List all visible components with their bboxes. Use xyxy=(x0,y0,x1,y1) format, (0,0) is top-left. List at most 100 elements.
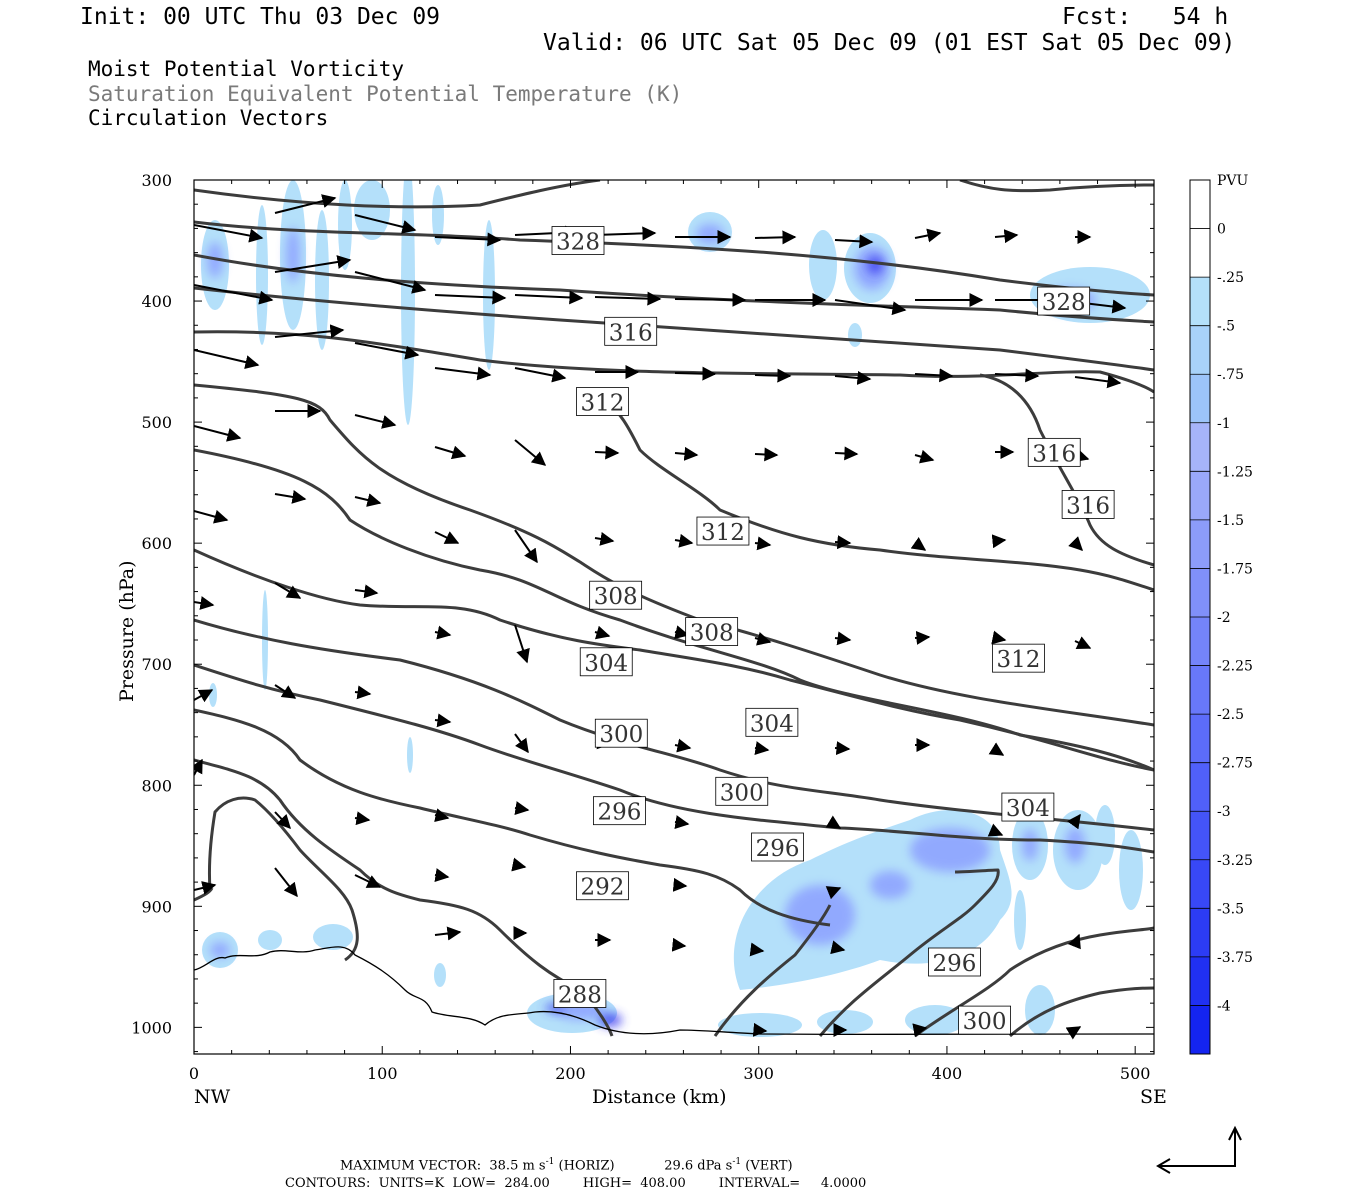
colorbar-label: -3.5 xyxy=(1217,901,1244,917)
colorbar-label: -1.75 xyxy=(1217,561,1253,577)
colorbar-segment xyxy=(1190,859,1210,909)
contour-label-text: 308 xyxy=(594,584,638,610)
contour-label-box xyxy=(551,226,605,255)
colorbar-label: 0 xyxy=(1217,222,1226,238)
colorbar-label: -2.75 xyxy=(1217,756,1253,772)
colorbar-label: -1.25 xyxy=(1217,464,1253,480)
y-tick-label: 900 xyxy=(141,897,172,916)
contour-label-box xyxy=(594,718,648,748)
colorbar-segment xyxy=(1190,422,1210,472)
contour-label-box xyxy=(745,707,799,737)
plot-frame xyxy=(193,179,1155,1055)
x-tick-label: 300 xyxy=(743,1064,774,1083)
contour-label: 296 xyxy=(593,796,646,826)
contour-label-text: 292 xyxy=(581,875,625,901)
contour-label: 304 xyxy=(579,647,633,677)
vert-unit: (VERT) xyxy=(745,1158,793,1174)
colorbar-segment xyxy=(1190,714,1210,763)
contour-label-box xyxy=(553,979,607,1008)
contour-label-text: 304 xyxy=(584,651,628,677)
y-tick-label: 500 xyxy=(141,413,172,432)
colorbar-label: -.75 xyxy=(1217,367,1244,383)
init-time: Init: 00 UTC Thu 03 Dec 09 xyxy=(80,4,441,30)
contour-label-text: 308 xyxy=(690,621,734,647)
horiz-exponent: -1 xyxy=(545,1157,555,1167)
max-vector-label: MAXIMUM VECTOR: xyxy=(340,1158,482,1174)
contour-label-text: 304 xyxy=(1006,796,1050,822)
colorbar-label: -2.5 xyxy=(1217,707,1244,723)
contour-labels: 328 328 316 312 316 316 312 308 308 312 304 300 304 3… xyxy=(551,226,1115,1035)
colorbar-label: -1 xyxy=(1217,416,1231,432)
colorbar-segment xyxy=(1190,956,1210,1006)
contour-label-text: 300 xyxy=(599,722,643,748)
contour-label-text: 328 xyxy=(556,230,600,256)
colorbar-segment xyxy=(1190,617,1210,666)
horiz-value: 38.5 m s xyxy=(489,1158,546,1174)
contour-label: 296 xyxy=(751,832,804,862)
contour-label-text: 316 xyxy=(609,320,653,346)
contour-label-text: 312 xyxy=(997,647,1041,673)
valid-time: Valid: 06 UTC Sat 05 Dec 09 (01 EST Sat … xyxy=(543,30,1236,56)
colorbar-unit: PVU xyxy=(1217,173,1249,189)
contour-label-box xyxy=(576,871,629,901)
contour-label: 296 xyxy=(928,947,981,977)
contour-label: 300 xyxy=(958,1005,1011,1035)
contour-label-box xyxy=(579,647,633,677)
y-tick-label: 700 xyxy=(141,655,172,674)
x-tick-label: 500 xyxy=(1120,1064,1151,1083)
contour-label-box xyxy=(696,516,750,546)
contour-label-box xyxy=(1001,792,1055,822)
colorbar-label: -.25 xyxy=(1217,270,1244,286)
contour-label-box xyxy=(751,832,804,862)
y-tick-label: 1000 xyxy=(131,1018,172,1037)
colorbar-segment xyxy=(1190,374,1210,423)
forecast-hour: Fcst: 54 h xyxy=(1062,4,1229,30)
contour-label-text: 296 xyxy=(933,951,977,977)
colorbar-segment xyxy=(1190,519,1210,569)
colorbar-label: -3.75 xyxy=(1217,950,1253,966)
contour-label: 328 xyxy=(551,226,605,256)
field-title-mpv: Moist Potential Vorticity xyxy=(88,57,405,81)
contour-label-text: 316 xyxy=(1032,441,1076,467)
theta-es-contours xyxy=(194,180,1154,1038)
colorbar-segment xyxy=(1190,665,1210,715)
contour-label-box xyxy=(593,796,646,826)
contour-label: 300 xyxy=(594,718,648,748)
x-tick-label: 400 xyxy=(932,1064,963,1083)
contour-label: 300 xyxy=(715,776,769,806)
y-tick-label: 400 xyxy=(141,292,172,311)
colorbar-segment xyxy=(1190,180,1210,229)
x-axis-title: Distance (km) xyxy=(592,1086,727,1108)
contour-label-box xyxy=(1027,437,1081,467)
contour-label-box xyxy=(928,947,981,977)
colorbar-label: -2.25 xyxy=(1217,659,1253,675)
colorbar-segment xyxy=(1190,325,1210,375)
colorbar-segment xyxy=(1190,811,1210,860)
reference-vector xyxy=(1156,1125,1242,1174)
contour-label-text: 300 xyxy=(720,780,764,806)
contour-label-text: 300 xyxy=(963,1009,1007,1035)
contour-label-box xyxy=(958,1005,1011,1035)
horiz-unit: (HORIZ) xyxy=(558,1158,615,1174)
contour-label: 312 xyxy=(696,516,750,546)
contour-label-text: 312 xyxy=(581,391,625,417)
field-title-vectors: Circulation Vectors xyxy=(88,106,329,130)
contour-label-box xyxy=(715,776,769,806)
contour-label: 292 xyxy=(576,871,629,901)
colorbar-segment xyxy=(1190,228,1210,278)
colorbar-segment xyxy=(1190,277,1210,326)
colorbar-label: -3.25 xyxy=(1217,853,1253,869)
contour-label: 312 xyxy=(576,387,629,417)
x-tick-label: 200 xyxy=(555,1064,586,1083)
contour-label-text: 316 xyxy=(1066,493,1110,519)
contour-label: 316 xyxy=(604,316,658,346)
contour-label: 308 xyxy=(589,580,643,610)
contour-label-box xyxy=(604,316,658,346)
contour-label: 304 xyxy=(1001,792,1055,822)
colorbar-segment xyxy=(1190,908,1210,957)
colorbar-segment xyxy=(1190,762,1210,812)
contour-label: 316 xyxy=(1027,437,1081,467)
contour-info: CONTOURS: UNITS=K LOW= 284.00 HIGH= 408.… xyxy=(285,1176,867,1191)
colorbar-label: -2 xyxy=(1217,610,1231,626)
